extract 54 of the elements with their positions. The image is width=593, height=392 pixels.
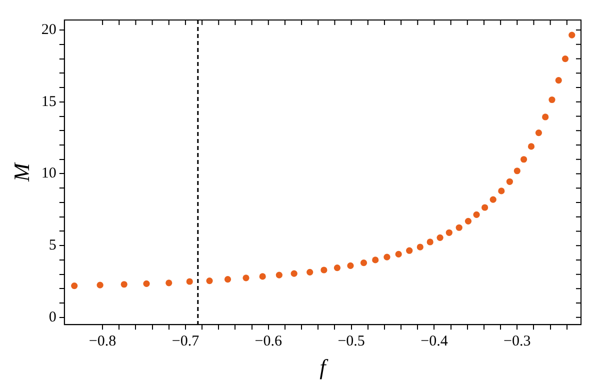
point <box>555 77 562 84</box>
point <box>520 156 528 163</box>
point <box>372 256 379 264</box>
y-axis-title: M <box>8 161 34 182</box>
point <box>568 32 576 38</box>
point <box>473 211 480 218</box>
x-tick-label: −0.3 <box>504 334 531 350</box>
point <box>498 188 505 194</box>
point <box>96 282 104 288</box>
point <box>542 114 549 120</box>
point <box>224 276 232 283</box>
point <box>334 264 341 272</box>
point <box>490 196 496 203</box>
point <box>562 55 569 62</box>
x-tick-label: −0.4 <box>420 334 448 350</box>
y-tick-label: 10 <box>41 166 56 182</box>
point <box>347 262 354 269</box>
point <box>143 280 150 287</box>
point <box>259 273 266 280</box>
point <box>320 266 328 274</box>
point <box>528 143 535 150</box>
point <box>206 277 213 284</box>
point <box>436 234 444 241</box>
point <box>416 244 424 250</box>
x-axis-title: f <box>320 354 329 380</box>
y-tick-label: 5 <box>48 238 56 254</box>
point <box>242 274 250 282</box>
point <box>456 224 462 231</box>
point <box>482 204 488 211</box>
point <box>306 268 314 276</box>
x-tick-label: −0.6 <box>254 334 282 350</box>
point <box>384 254 390 260</box>
point <box>166 280 172 286</box>
point <box>186 278 193 285</box>
point <box>406 247 413 254</box>
point <box>290 270 298 277</box>
point <box>276 272 282 278</box>
point <box>395 250 402 258</box>
point <box>506 178 513 185</box>
y-tick-label: 15 <box>41 94 56 110</box>
point <box>71 282 78 290</box>
point <box>360 260 368 266</box>
point <box>548 96 556 104</box>
y-tick-label: 0 <box>48 309 56 326</box>
point <box>535 129 542 136</box>
point <box>514 168 520 174</box>
x-tick-label: −0.5 <box>338 334 365 350</box>
x-tick-label: −0.8 <box>88 334 116 350</box>
point <box>464 218 472 224</box>
x-tick-label: −0.7 <box>172 334 200 350</box>
point <box>446 229 452 236</box>
point <box>120 281 128 288</box>
y-tick-label: 20 <box>41 22 56 38</box>
point <box>426 238 434 246</box>
